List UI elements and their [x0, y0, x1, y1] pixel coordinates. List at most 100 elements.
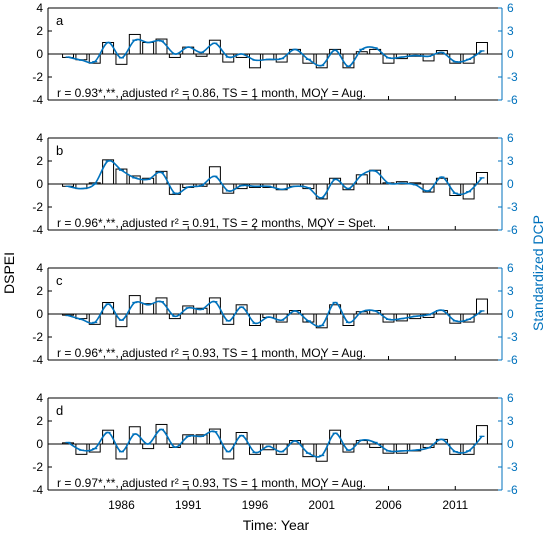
left-tick-label: -4	[32, 223, 43, 237]
bar	[382, 313, 395, 323]
bar	[235, 432, 248, 445]
panel-c: -4 -2 0 2 4 -6 -3 0 3 6 c r = 0.96*,**, adjusted r²…	[32, 261, 518, 367]
left-tick-label: -2	[32, 70, 43, 84]
bar	[142, 303, 155, 315]
panel-label: d	[56, 403, 63, 418]
bar	[142, 177, 155, 185]
panel-b: -4 -2 0 2 4 -6 -3 0 3 6 b r = 0.96*,**, adjusted r²…	[32, 131, 518, 237]
bar	[475, 425, 488, 445]
right-tick-label: -3	[507, 330, 518, 344]
right-tick-label: 6	[507, 261, 514, 275]
bar	[248, 443, 261, 455]
right-tick-label: -6	[507, 483, 518, 497]
bar	[449, 443, 462, 455]
left-tick-label: 4	[36, 391, 43, 405]
panel-label: a	[56, 13, 64, 28]
left-tick-label: 4	[36, 261, 43, 275]
bar	[449, 183, 462, 196]
bar	[102, 42, 115, 55]
bar	[449, 313, 462, 324]
x-tick-label: 1986	[108, 498, 135, 512]
left-tick-label: -2	[32, 200, 43, 214]
left-tick-label: 0	[36, 307, 43, 321]
bar	[128, 426, 141, 445]
panel-label: b	[56, 143, 63, 158]
bar	[342, 183, 355, 191]
bar	[115, 53, 128, 65]
right-tick-label: 3	[507, 154, 514, 168]
left-tick-label: 2	[36, 154, 43, 168]
right-tick-label: 6	[507, 1, 514, 15]
bar	[235, 304, 248, 315]
x-tick-label: 1996	[242, 498, 269, 512]
bar	[462, 183, 475, 200]
left-tick-label: -4	[32, 93, 43, 107]
bar	[75, 443, 88, 455]
bar	[302, 313, 315, 323]
bar	[369, 169, 382, 185]
bar	[315, 313, 328, 329]
right-tick-label: 0	[507, 47, 514, 61]
panel-d: -4 -2 0 2 4 -6 -3 0 3 6 d r = 0.97*,**, adjusted r²…	[32, 391, 518, 512]
bar	[88, 53, 101, 64]
left-tick-label: 4	[36, 131, 43, 145]
bar	[329, 429, 342, 445]
right-tick-label: 0	[507, 437, 514, 451]
bar	[355, 51, 368, 55]
dcp-series-line	[67, 38, 483, 68]
bar	[155, 297, 168, 315]
left-tick-label: 2	[36, 24, 43, 38]
bar	[102, 302, 115, 315]
bar	[115, 168, 128, 185]
bar	[182, 434, 195, 445]
bar	[142, 42, 155, 55]
panel-a: -4 -2 0 2 4 -6 -3 0 3 6 a r = 0.93*,**, adjusted r²…	[32, 1, 518, 107]
left-axis-label: DSPEI	[1, 252, 17, 294]
right-tick-label: -6	[507, 223, 518, 237]
right-tick-label: 6	[507, 391, 514, 405]
bar	[222, 313, 235, 325]
bar	[329, 177, 342, 185]
bar	[248, 313, 261, 326]
right-tick-label: 3	[507, 284, 514, 298]
bar	[195, 434, 208, 445]
left-tick-label: 0	[36, 177, 43, 191]
right-tick-label: 3	[507, 24, 514, 38]
left-tick-label: 0	[36, 47, 43, 61]
stats-annotation: r = 0.93*,**, adjusted r² = 0.86, TS = 1…	[57, 86, 366, 100]
bar	[168, 313, 181, 320]
bar	[222, 183, 235, 194]
x-tick-label: 2006	[375, 498, 402, 512]
bar	[435, 50, 448, 55]
dcp-series-line	[67, 428, 483, 458]
bar	[462, 313, 475, 323]
right-tick-label: 0	[507, 307, 514, 321]
left-tick-label: 2	[36, 414, 43, 428]
right-tick-label: 0	[507, 177, 514, 191]
bar	[222, 443, 235, 460]
bar	[115, 313, 128, 328]
x-tick-label: 2011	[442, 498, 468, 512]
bar	[315, 53, 328, 69]
bar	[422, 53, 435, 62]
bar	[462, 53, 475, 64]
bar	[315, 443, 328, 462]
panel-label: c	[56, 273, 63, 288]
bar	[182, 305, 195, 315]
x-tick-label: 1991	[175, 498, 202, 512]
bar	[275, 313, 288, 323]
chart-panels: -4 -2 0 2 4 -6 -3 0 3 6 a r = 0.93*,**, adjusted r²…	[32, 1, 518, 512]
right-tick-label: -6	[507, 353, 518, 367]
bar	[208, 297, 221, 315]
bar	[128, 295, 141, 315]
bar	[302, 443, 315, 458]
left-tick-label: -2	[32, 460, 43, 474]
stats-annotation: r = 0.97*,**, adjusted r² = 0.93, TS = 1…	[57, 476, 366, 490]
bar	[422, 183, 435, 193]
bar	[302, 53, 315, 64]
bar	[462, 443, 475, 455]
x-axis-label: Time: Year	[243, 517, 310, 533]
bar	[155, 170, 168, 185]
bar	[475, 298, 488, 315]
